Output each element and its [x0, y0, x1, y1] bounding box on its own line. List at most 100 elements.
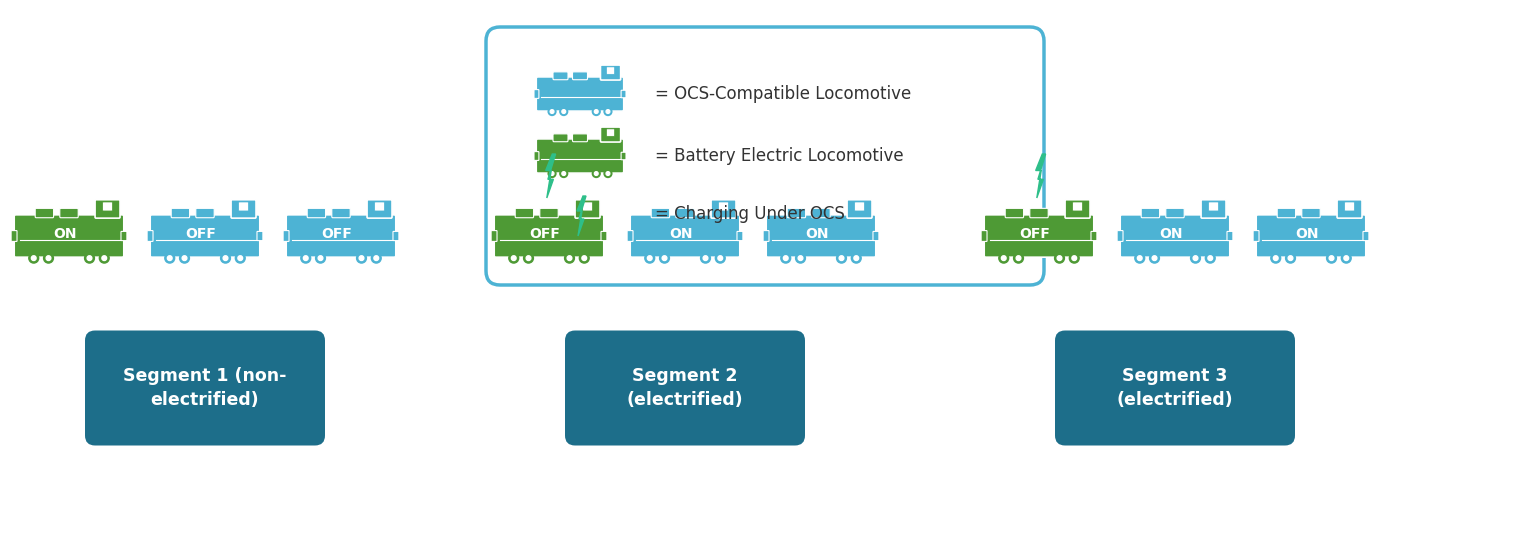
Circle shape	[318, 256, 323, 260]
FancyBboxPatch shape	[231, 200, 256, 218]
FancyBboxPatch shape	[652, 209, 670, 218]
FancyBboxPatch shape	[1278, 209, 1296, 218]
FancyBboxPatch shape	[150, 215, 260, 257]
Circle shape	[167, 256, 171, 260]
Polygon shape	[1036, 154, 1045, 198]
Circle shape	[1327, 253, 1336, 263]
FancyBboxPatch shape	[147, 230, 153, 241]
Circle shape	[1073, 256, 1077, 260]
FancyBboxPatch shape	[812, 209, 831, 218]
Circle shape	[604, 170, 612, 177]
FancyBboxPatch shape	[855, 202, 864, 211]
FancyBboxPatch shape	[286, 215, 396, 257]
Circle shape	[509, 253, 519, 263]
Circle shape	[1193, 256, 1198, 260]
Circle shape	[1273, 256, 1278, 260]
Circle shape	[604, 108, 612, 115]
FancyBboxPatch shape	[536, 139, 624, 173]
Circle shape	[303, 256, 308, 260]
Circle shape	[548, 108, 555, 115]
Circle shape	[581, 256, 586, 260]
FancyBboxPatch shape	[621, 152, 626, 160]
Circle shape	[1190, 253, 1201, 263]
Circle shape	[356, 253, 366, 263]
FancyBboxPatch shape	[601, 232, 607, 241]
Circle shape	[854, 256, 858, 260]
Circle shape	[644, 253, 655, 263]
Circle shape	[84, 253, 95, 263]
Circle shape	[1206, 253, 1215, 263]
Circle shape	[1271, 253, 1281, 263]
Text: OFF: OFF	[529, 227, 560, 241]
FancyBboxPatch shape	[1117, 230, 1123, 241]
Text: OFF: OFF	[321, 227, 352, 241]
FancyBboxPatch shape	[630, 215, 741, 257]
Circle shape	[1054, 253, 1065, 263]
Circle shape	[87, 256, 92, 260]
Circle shape	[580, 253, 589, 263]
FancyBboxPatch shape	[984, 215, 1094, 257]
FancyBboxPatch shape	[1302, 209, 1320, 218]
FancyBboxPatch shape	[1256, 215, 1366, 257]
Text: Segment 2
(electrified): Segment 2 (electrified)	[627, 367, 744, 409]
FancyBboxPatch shape	[332, 209, 350, 218]
FancyBboxPatch shape	[494, 215, 604, 257]
Circle shape	[551, 110, 554, 114]
Circle shape	[594, 172, 598, 175]
Circle shape	[237, 256, 243, 260]
FancyBboxPatch shape	[1141, 209, 1160, 218]
FancyBboxPatch shape	[627, 230, 633, 241]
Circle shape	[1343, 256, 1348, 260]
FancyBboxPatch shape	[1091, 232, 1097, 241]
FancyBboxPatch shape	[121, 232, 127, 241]
FancyBboxPatch shape	[1337, 200, 1362, 218]
FancyBboxPatch shape	[534, 152, 539, 160]
FancyBboxPatch shape	[1253, 230, 1259, 241]
Polygon shape	[577, 196, 586, 236]
Circle shape	[526, 256, 531, 260]
Circle shape	[565, 253, 574, 263]
Circle shape	[837, 253, 846, 263]
Circle shape	[43, 253, 54, 263]
Text: ON: ON	[805, 227, 829, 241]
FancyBboxPatch shape	[763, 230, 770, 241]
FancyBboxPatch shape	[171, 209, 190, 218]
Circle shape	[523, 253, 534, 263]
Circle shape	[223, 256, 228, 260]
Text: Segment 3
(electrified): Segment 3 (electrified)	[1117, 367, 1233, 409]
FancyBboxPatch shape	[196, 209, 214, 218]
Circle shape	[796, 253, 805, 263]
Circle shape	[718, 256, 722, 260]
Circle shape	[1001, 256, 1007, 260]
FancyBboxPatch shape	[491, 230, 497, 241]
Circle shape	[315, 253, 326, 263]
Circle shape	[103, 256, 107, 260]
Circle shape	[1013, 253, 1024, 263]
Circle shape	[1137, 256, 1141, 260]
Circle shape	[562, 110, 566, 114]
Circle shape	[560, 170, 568, 177]
FancyBboxPatch shape	[14, 215, 124, 257]
FancyBboxPatch shape	[575, 200, 600, 218]
FancyBboxPatch shape	[375, 202, 384, 211]
Text: ON: ON	[669, 227, 693, 241]
Circle shape	[360, 256, 364, 260]
FancyBboxPatch shape	[606, 129, 615, 136]
FancyBboxPatch shape	[676, 209, 695, 218]
Circle shape	[165, 253, 174, 263]
FancyBboxPatch shape	[86, 331, 324, 445]
FancyBboxPatch shape	[1201, 200, 1226, 218]
Circle shape	[1288, 256, 1293, 260]
Circle shape	[783, 256, 788, 260]
FancyBboxPatch shape	[1065, 200, 1089, 218]
FancyBboxPatch shape	[516, 209, 534, 218]
Circle shape	[851, 253, 861, 263]
FancyBboxPatch shape	[257, 232, 263, 241]
Circle shape	[560, 108, 568, 115]
Circle shape	[1016, 256, 1021, 260]
Circle shape	[551, 172, 554, 175]
FancyBboxPatch shape	[540, 209, 558, 218]
Circle shape	[1069, 253, 1079, 263]
Circle shape	[1285, 253, 1296, 263]
Circle shape	[704, 256, 708, 260]
